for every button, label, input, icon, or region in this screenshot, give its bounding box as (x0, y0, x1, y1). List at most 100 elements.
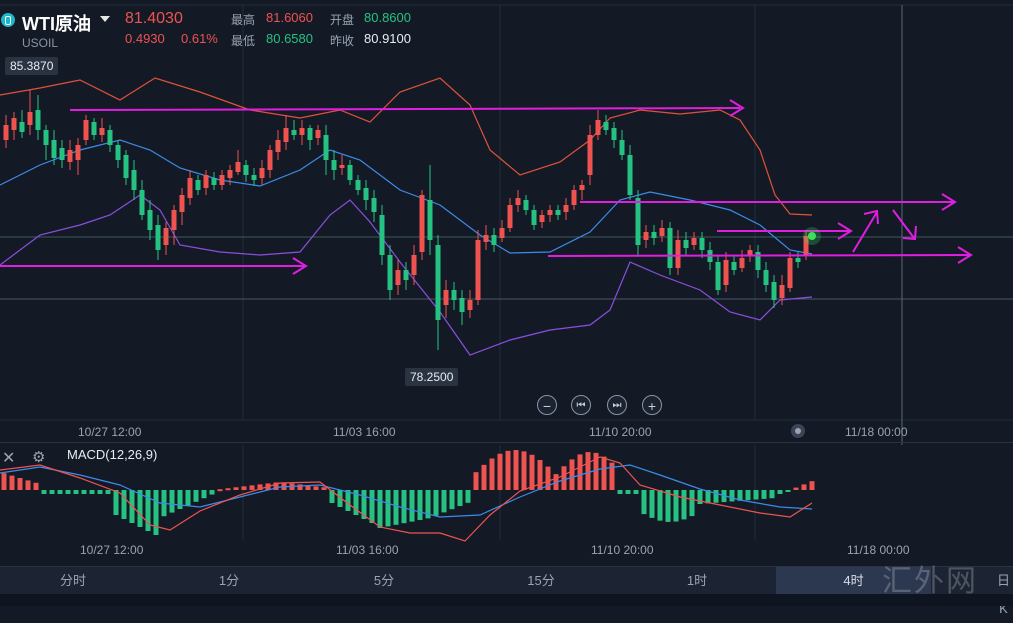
zoom-out-button[interactable]: − (537, 395, 557, 415)
candle-body (427, 200, 433, 240)
macd-bar (1, 473, 7, 490)
macd-bar (753, 490, 759, 500)
candle-body (563, 205, 569, 212)
macd-bar (89, 490, 95, 494)
macd-bar (329, 490, 335, 503)
candle-body (483, 235, 489, 242)
macd-bar (769, 490, 775, 499)
macd-bar (433, 490, 439, 516)
macd-bar (577, 454, 583, 490)
candle-body (227, 170, 233, 178)
tab-5min[interactable]: 5分 (373, 573, 395, 588)
candle-body (235, 162, 241, 172)
settings-icon[interactable]: ⚙ (32, 449, 46, 466)
macd-bar (321, 487, 327, 490)
macd-bar (689, 490, 695, 517)
macd-bar (217, 489, 223, 492)
candle-body (203, 175, 209, 188)
macd-bar (137, 490, 143, 527)
macd-bar (793, 487, 799, 490)
min-price-label: 78.2500 (405, 368, 459, 386)
chevron-down-icon[interactable] (100, 16, 110, 22)
tab-1hour[interactable]: 1时 (686, 573, 708, 588)
candle-body (691, 238, 697, 245)
macd-bar (249, 485, 255, 490)
tab-4hour[interactable]: 4时 (776, 567, 931, 595)
candle-body (259, 168, 265, 178)
candle-body (251, 175, 257, 180)
x-tick-label: 11/10 20:00 (589, 425, 652, 439)
tab-15min[interactable]: 15分 (527, 573, 555, 588)
candle-body (163, 228, 169, 245)
candle-body (67, 150, 73, 162)
candle-body (555, 210, 561, 215)
macd-bar (121, 490, 127, 519)
bollinger-upper-line (0, 77, 813, 216)
candle-body (147, 210, 153, 230)
macd-bar (809, 481, 815, 490)
close-icon[interactable]: ✕ (2, 450, 16, 467)
tab-daily[interactable]: 日K (996, 573, 1010, 616)
candle-body (331, 160, 337, 170)
macd-bar (185, 490, 191, 506)
low-label: 最低 (231, 34, 256, 48)
zoom-in-button[interactable]: + (642, 395, 662, 415)
scroll-handle[interactable] (791, 424, 805, 438)
candle-body (771, 282, 777, 300)
high-label: 最高 (231, 13, 256, 27)
macd-bar (409, 490, 415, 522)
candle-body (627, 155, 633, 195)
candle-body (675, 240, 681, 268)
symbol-name[interactable]: WTI原油 (22, 14, 91, 34)
macd-bar (345, 490, 351, 511)
macd-bar (705, 490, 711, 504)
candle-body (587, 135, 593, 175)
scroll-right-button[interactable]: ⏭ (607, 395, 627, 415)
macd-bar (497, 453, 503, 490)
candle-body (139, 190, 145, 215)
macd-bar (633, 490, 639, 494)
macd-bar (209, 490, 215, 495)
candle-body (763, 270, 769, 285)
oil-logo-icon (1, 13, 15, 27)
macd-bar (49, 490, 55, 494)
panel-divider (0, 442, 1013, 443)
macd-bar (761, 490, 767, 499)
candle-body (323, 135, 329, 160)
scroll-handle-dot (795, 428, 801, 434)
candle-body (747, 250, 753, 255)
trendline-annotations (0, 99, 973, 275)
macd-bar (617, 490, 623, 494)
candle-body (435, 245, 441, 320)
macd-bar (297, 484, 303, 490)
macd-bar (729, 490, 735, 502)
candle-body (3, 125, 9, 140)
macd-bar (465, 490, 471, 503)
candle-body (659, 228, 665, 236)
candle-body (11, 118, 17, 130)
candle-body (363, 188, 369, 200)
tab-1min[interactable]: 1分 (218, 573, 240, 588)
macd-bar (353, 490, 359, 515)
candle-body (667, 228, 673, 268)
bollinger-lower-line (0, 194, 813, 356)
macd-bar (521, 451, 527, 490)
macd-bar (537, 460, 543, 490)
macd-bar (313, 486, 319, 490)
price-chart[interactable] (0, 0, 1013, 445)
candle-body (35, 110, 41, 130)
macd-bar (257, 484, 263, 490)
tab-timeshare[interactable]: 分时 (59, 573, 86, 588)
candle-body (539, 215, 545, 222)
scroll-left-button[interactable]: ⏮ (571, 395, 591, 415)
candle-body (755, 252, 761, 270)
macd-bar (801, 484, 807, 490)
macd-x-tick-label: 11/03 16:00 (336, 543, 399, 557)
x-tick-label: 11/03 16:00 (333, 425, 396, 439)
candle-body (51, 140, 57, 158)
macd-chart[interactable] (0, 445, 1013, 565)
macd-bar (153, 490, 159, 535)
macd-bar (737, 490, 743, 501)
macd-bar (177, 490, 183, 509)
macd-bar (713, 490, 719, 503)
